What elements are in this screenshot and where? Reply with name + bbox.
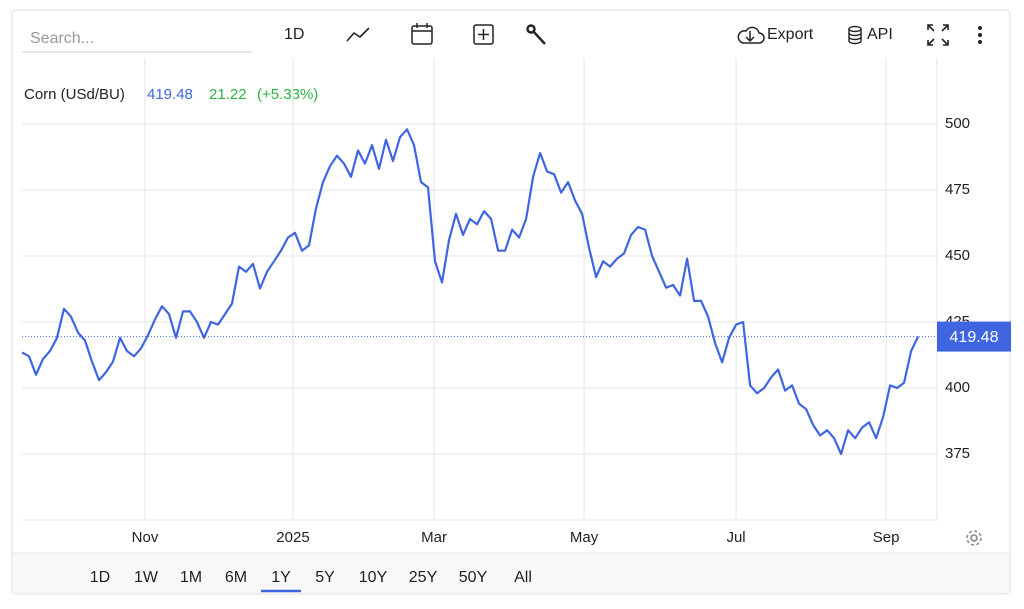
settings-wrench-icon[interactable] [526,24,546,45]
y-tick-label: 500 [945,115,970,132]
x-tick-label: Sep [873,529,900,546]
line-type-icon[interactable] [346,27,370,42]
range-button[interactable]: 25Y [409,569,438,586]
range-button[interactable]: All [514,569,532,586]
x-tick-label: May [570,529,599,546]
y-tick-label: 475 [945,181,970,198]
legend: Corn (USd/BU) 419.48 21.22 (+5.33%) [24,86,318,103]
x-tick-label: Jul [726,529,745,546]
range-button[interactable]: 1M [180,569,202,586]
range-button[interactable]: 5Y [315,569,335,586]
gear-icon[interactable] [966,530,982,546]
more-menu-icon[interactable] [978,26,982,44]
y-tick-label: 450 [945,247,970,264]
api-icon[interactable] [848,25,862,45]
legend-change-percent: (+5.33%) [257,86,318,103]
price-line [21,128,920,456]
x-tick-label: 2025 [276,529,309,546]
frame [11,9,1011,595]
legend-last-value: 419.48 [147,86,193,103]
range-button[interactable]: 1Y [271,569,291,586]
legend-series-name: Corn (USd/BU) [24,86,125,103]
range-button[interactable]: 6M [225,569,247,586]
api-button[interactable]: API [867,26,893,43]
calendar-icon[interactable] [411,23,433,45]
export-button[interactable]: Export [767,26,814,43]
fullscreen-icon[interactable] [927,24,949,46]
range-button[interactable]: 50Y [459,569,488,586]
x-tick-label: Nov [132,529,159,546]
range-button[interactable]: 1W [134,569,159,586]
y-tick-label: 375 [945,445,970,462]
range-button[interactable]: 10Y [359,569,388,586]
y-tick-label: 400 [945,379,970,396]
legend-change: 21.22 [209,86,247,103]
interval-button[interactable]: 1D [284,26,304,43]
add-icon[interactable] [473,24,494,45]
last-price-badge [937,321,1011,352]
export-icon[interactable] [737,26,765,44]
search-input[interactable]: Search... [30,30,94,47]
range-button[interactable]: 1D [90,569,110,586]
range-bar [13,553,1009,593]
x-tick-label: Mar [421,529,447,546]
last-price-label: 419.48 [950,329,999,346]
